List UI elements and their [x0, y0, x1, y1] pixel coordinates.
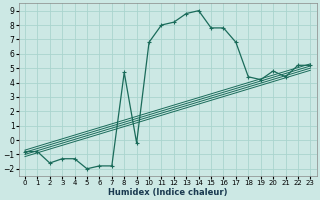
X-axis label: Humidex (Indice chaleur): Humidex (Indice chaleur)	[108, 188, 228, 197]
